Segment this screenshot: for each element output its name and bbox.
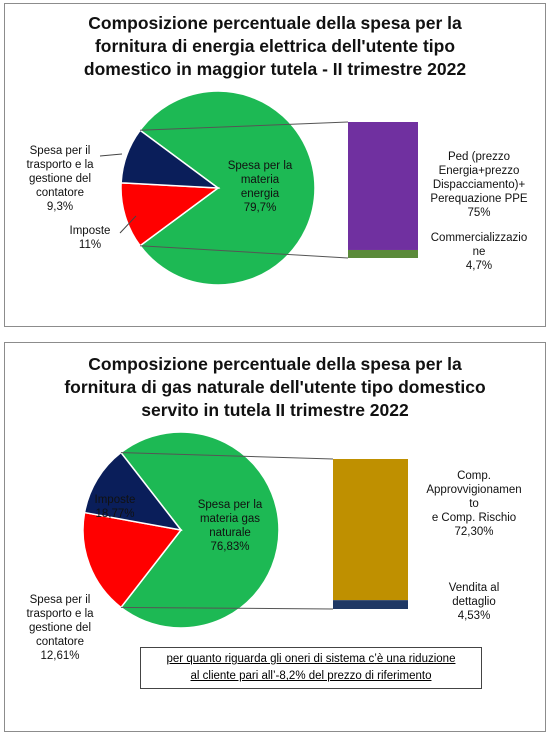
slice-label-imposte: Imposte 18,77%: [94, 494, 136, 520]
pie-slice: [139, 90, 316, 286]
note-line: per quanto riguarda gli oneri di sistema…: [166, 653, 456, 665]
leader-line: [99, 153, 123, 157]
chart-title: Composizione percentuale della spesa per…: [5, 12, 545, 81]
slice-label-trasporto: Spesa per il trasporto e la gestione del…: [26, 594, 94, 662]
bar-label-vendita: Vendita al dettaglio 4,53%: [448, 582, 500, 622]
slice-label-trasporto: Spesa per il trasporto e la gestione del…: [26, 145, 94, 213]
slice-label-imposte: Imposte 11%: [69, 225, 111, 251]
gas-pie-chart: [82, 431, 408, 629]
bar-segment: [333, 459, 408, 601]
chart-title-line: Composizione percentuale della spesa per…: [88, 354, 462, 374]
gas-chart-panel: Composizione percentuale della spesa per…: [4, 342, 546, 732]
oneri-note-box: per quanto riguarda gli oneri di sistema…: [140, 647, 482, 689]
bar-label-approvvigionamento: Comp. Approvvigionamen to e Comp. Rischi…: [426, 470, 522, 538]
bar-label-commercializzazione: Commercializzazio ne 4,7%: [430, 232, 528, 272]
pie-slice: [119, 431, 280, 629]
bar-segment: [348, 249, 418, 258]
slice-label-materia-energia: Spesa per la materia energia 79,7%: [227, 160, 293, 214]
electricity-pie-chart: [99, 90, 418, 286]
bar-segment: [333, 600, 408, 609]
note-line: al cliente pari all’-8,2% del prezzo di …: [190, 670, 432, 682]
pie-slice: [82, 511, 183, 609]
connector-line: [140, 121, 349, 131]
chart-title-line: fornitura di energia elettrica dell'uten…: [94, 36, 456, 56]
connector-line: [120, 452, 334, 460]
connector-line: [120, 606, 334, 610]
slice-label-materia-gas: Spesa per la materia gas naturale 76,83%: [197, 499, 263, 553]
chart-title: Composizione percentuale della spesa per…: [5, 353, 545, 422]
chart-title-line: servito in tutela II trimestre 2022: [141, 400, 409, 420]
bar-segment: [348, 122, 418, 250]
pie-slice: [83, 451, 183, 532]
connector-line: [140, 245, 349, 259]
chart-title-line: Composizione percentuale della spesa per…: [88, 13, 462, 33]
chart-title-line: domestico in maggior tutela - II trimest…: [83, 59, 467, 79]
bar-label-ped: Ped (prezzo Energia+prezzo Dispacciament…: [430, 151, 528, 219]
pie-slice: [120, 182, 221, 247]
chart-title-line: fornitura di gas naturale dell'utente ti…: [64, 377, 486, 397]
electricity-chart-panel: Composizione percentuale della spesa per…: [4, 3, 546, 327]
leader-line: [119, 215, 137, 234]
pie-slice: [120, 129, 221, 189]
